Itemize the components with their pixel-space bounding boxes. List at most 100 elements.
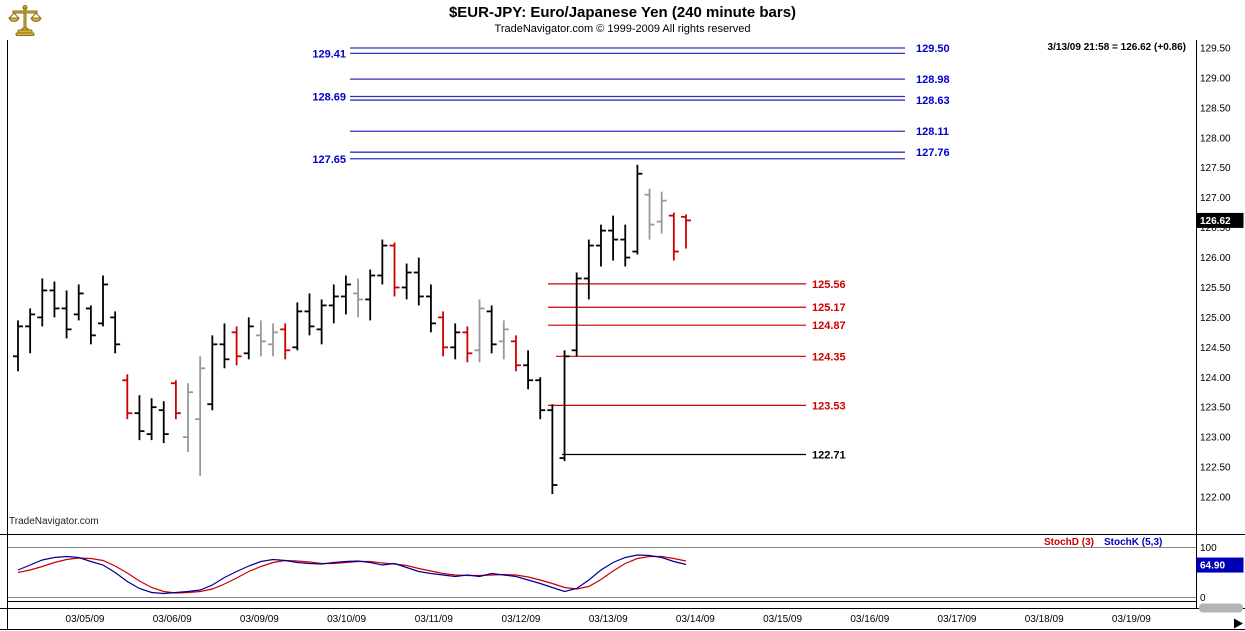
stoch-badge-bg <box>1196 557 1244 573</box>
date-axis-label: 03/06/09 <box>153 614 192 625</box>
ohlc-bar <box>656 191 667 234</box>
date-axis-label: 03/09/09 <box>240 614 279 625</box>
price-axis-label: 122.00 <box>1200 493 1231 504</box>
ohlc-bar <box>450 323 461 360</box>
ohlc-bar <box>583 239 594 300</box>
ohlc-bar <box>122 374 133 420</box>
stochk-line <box>17 554 687 595</box>
watermark-text: TradeNavigator.com <box>9 516 99 527</box>
ohlc-bar <box>365 269 376 321</box>
last-price-badge: 126.62 <box>1196 212 1244 228</box>
ohlc-bar <box>474 299 485 363</box>
stoch-badge-value: 64.90 <box>1200 561 1225 572</box>
price-axis-label: 128.00 <box>1200 133 1231 144</box>
ohlc-bar <box>280 323 291 360</box>
price-bars <box>13 164 691 495</box>
price-axis-label: 129.00 <box>1200 73 1231 84</box>
ohlc-bar <box>231 326 242 366</box>
ohlc-bar <box>219 323 230 369</box>
support-label: 125.17 <box>812 302 846 314</box>
scrollbar-thumb[interactable] <box>1199 603 1243 613</box>
last-price-badge-value: 126.62 <box>1200 216 1231 227</box>
ohlc-bar <box>195 356 206 477</box>
ohlc-bar <box>37 278 48 327</box>
resistance-label-right: 128.98 <box>916 74 950 86</box>
ohlc-bar <box>389 242 400 297</box>
resistance-label-left: 128.69 <box>312 91 346 103</box>
date-axis-label: 03/14/09 <box>676 614 715 625</box>
ohlc-bar <box>304 293 315 336</box>
date-axis-label: 03/18/09 <box>1025 614 1064 625</box>
support-lines-black: 122.71 <box>562 449 846 461</box>
scrollbar[interactable] <box>1199 603 1243 629</box>
support-label: 124.87 <box>812 320 846 332</box>
resistance-label-right: 128.11 <box>916 126 949 138</box>
support-label: 122.71 <box>812 449 846 461</box>
date-axis: 03/05/09 03/06/09 03/09/09 03/10/09 03/11/09… <box>66 614 1152 625</box>
ohlc-bar <box>608 215 619 261</box>
price-axis-label: 124.00 <box>1200 373 1231 384</box>
ohlc-bar <box>547 404 558 495</box>
chart-title: $EUR-JPY: Euro/Japanese Yen (240 minute … <box>448 4 797 21</box>
ohlc-bar <box>644 188 655 240</box>
scroll-right-arrow-icon[interactable] <box>1234 618 1243 629</box>
support-label: 125.56 <box>812 279 846 291</box>
ohlc-bar <box>425 284 436 333</box>
support-lines-red: 125.56 125.17 124.87 124.35 123.53 <box>548 279 846 412</box>
price-axis-label: 126.50 <box>1200 223 1231 234</box>
ohlc-bar <box>13 320 23 372</box>
ohlc-bar <box>510 335 521 372</box>
resistance-label-right: 127.76 <box>916 147 950 159</box>
ohlc-bar <box>268 323 279 357</box>
last-price-badge-bg <box>1196 212 1244 228</box>
ohlc-bar <box>377 239 388 285</box>
ohlc-bar <box>486 305 497 354</box>
stochd-legend-label[interactable]: StochD (3) <box>1044 537 1094 548</box>
ohlc-bar <box>98 275 109 327</box>
date-axis-label: 03/05/09 <box>66 614 105 625</box>
ohlc-bar <box>255 320 266 357</box>
ohlc-bar <box>559 350 570 462</box>
support-label: 124.35 <box>812 351 846 363</box>
resistance-label-right: 129.50 <box>916 43 950 55</box>
copyright-subtitle: TradeNavigator.com © 1999-2009 All right… <box>494 23 751 35</box>
price-axis-label: 123.00 <box>1200 433 1231 444</box>
ohlc-bar <box>353 278 364 318</box>
date-axis-label: 03/17/09 <box>938 614 977 625</box>
ohlc-bar <box>462 326 473 363</box>
price-axis-label: 125.00 <box>1200 313 1231 324</box>
date-axis-label: 03/11/09 <box>415 614 454 625</box>
ohlc-bar <box>207 335 218 411</box>
ohlc-bar <box>413 257 424 306</box>
support-label: 123.53 <box>812 400 846 412</box>
ohlc-bar <box>25 308 36 354</box>
ohlc-bar <box>668 212 679 261</box>
ohlc-bar <box>183 383 194 453</box>
date-axis-label: 03/13/09 <box>589 614 628 625</box>
ohlc-bar <box>49 281 60 318</box>
resistance-lines: 129.50 129.41 128.98 128.69 128.63 128.11 127.… <box>312 43 949 166</box>
price-axis-label: 126.00 <box>1200 253 1231 264</box>
price-axis: 129.50 129.00 128.50 128.00 127.50 127.00 126.… <box>1200 44 1231 504</box>
ohlc-bar <box>571 272 582 357</box>
ohlc-bar <box>523 350 534 390</box>
ohlc-bar <box>110 311 121 354</box>
ohlc-bar <box>328 284 339 324</box>
price-axis-label: 127.00 <box>1200 193 1231 204</box>
ohlc-bar <box>632 164 643 255</box>
price-axis-label: 127.50 <box>1200 163 1231 174</box>
resistance-label-left: 127.65 <box>312 154 346 166</box>
ohlc-bar <box>73 284 84 321</box>
ohlc-bar <box>595 224 606 267</box>
ohlc-bar <box>292 302 303 351</box>
stochk-legend-label[interactable]: StochK (5,3) <box>1104 537 1163 548</box>
date-axis-label: 03/10/09 <box>327 614 366 625</box>
ohlc-bar <box>340 275 351 315</box>
stoch-axis-label: 100 <box>1200 543 1217 554</box>
date-axis-label: 03/19/09 <box>1112 614 1151 625</box>
stochastic-panel: 100 0 64.90 <box>8 543 1244 604</box>
ohlc-bar <box>146 398 157 441</box>
ohlc-bar <box>134 395 145 441</box>
ohlc-bar <box>438 311 449 357</box>
